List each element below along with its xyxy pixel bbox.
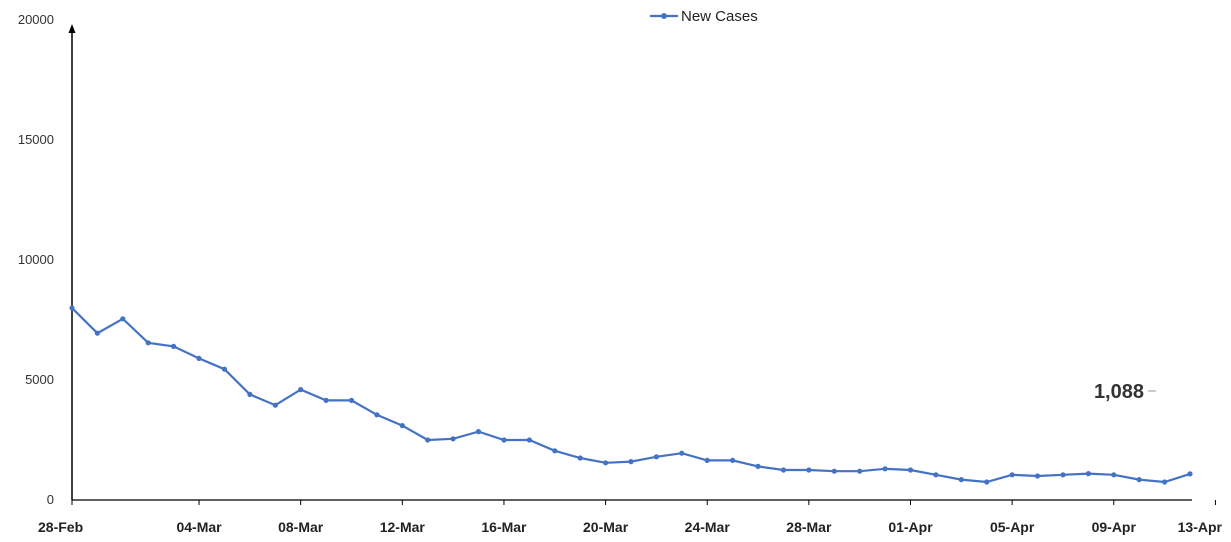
y-tick-label: 0 bbox=[47, 492, 54, 507]
x-tick-label: 05-Apr bbox=[990, 519, 1035, 535]
data-point bbox=[831, 468, 837, 474]
data-point bbox=[120, 316, 126, 322]
x-tick-label: 09-Apr bbox=[1092, 519, 1137, 535]
y-tick-label: 20000 bbox=[18, 12, 54, 27]
x-axis-ticks: 28-Feb 04-Mar 08-Mar 12-Mar 16-Mar 20-Mar 24-M… bbox=[38, 500, 1223, 535]
axes bbox=[68, 24, 1192, 501]
data-point bbox=[526, 437, 533, 443]
y-tick-label: 5000 bbox=[25, 372, 54, 387]
x-tick-label: 20-Mar bbox=[583, 519, 629, 535]
data-point bbox=[780, 467, 787, 473]
annotation: 1,088 bbox=[1094, 381, 1156, 403]
data-point bbox=[653, 454, 660, 460]
data-point bbox=[450, 436, 456, 442]
y-tick-label: 10000 bbox=[18, 252, 54, 267]
data-point bbox=[475, 429, 482, 435]
data-point bbox=[958, 477, 964, 483]
x-tick-label: 08-Mar bbox=[278, 519, 324, 535]
x-tick-label: 16-Mar bbox=[481, 519, 527, 535]
data-point bbox=[882, 466, 888, 472]
data-point bbox=[907, 467, 914, 473]
data-point bbox=[704, 457, 710, 463]
legend: New Cases bbox=[650, 8, 758, 25]
data-point bbox=[1111, 472, 1117, 478]
data-point bbox=[501, 437, 507, 443]
x-tick-label: 28-Feb bbox=[38, 519, 83, 535]
x-tick-label: 13-Apr bbox=[1178, 519, 1223, 535]
y-tick-label: 15000 bbox=[18, 132, 54, 147]
x-tick-label: 04-Mar bbox=[176, 519, 222, 535]
data-point bbox=[94, 330, 100, 336]
x-tick-label: 01-Apr bbox=[888, 519, 933, 535]
data-point bbox=[1060, 472, 1066, 478]
data-point bbox=[628, 459, 634, 465]
data-point bbox=[984, 479, 990, 485]
y-axis-ticks: 0 5000 10000 15000 20000 bbox=[18, 12, 54, 507]
data-point bbox=[145, 340, 151, 346]
data-point bbox=[1034, 473, 1041, 479]
data-point bbox=[1136, 477, 1142, 483]
data-point bbox=[933, 472, 939, 478]
data-point bbox=[425, 437, 431, 443]
x-tick-label: 12-Mar bbox=[380, 519, 426, 535]
data-point bbox=[603, 460, 609, 466]
data-point bbox=[348, 397, 355, 403]
data-point bbox=[247, 391, 253, 397]
data-point bbox=[272, 402, 278, 408]
x-tick-label: 28-Mar bbox=[786, 519, 832, 535]
data-point bbox=[1162, 479, 1168, 485]
data-point bbox=[69, 305, 75, 311]
series-points bbox=[69, 305, 1193, 485]
data-point bbox=[374, 412, 380, 418]
data-point bbox=[399, 423, 405, 429]
data-point bbox=[679, 450, 685, 456]
data-point bbox=[552, 448, 558, 454]
legend-swatch-marker bbox=[661, 13, 667, 19]
data-point bbox=[1009, 472, 1015, 478]
data-point bbox=[806, 467, 812, 473]
series-line-new-cases bbox=[71, 307, 1191, 484]
data-point bbox=[298, 387, 304, 393]
data-point bbox=[1187, 471, 1193, 477]
x-tick-label: 24-Mar bbox=[685, 519, 731, 535]
data-point bbox=[221, 366, 228, 372]
data-point bbox=[730, 457, 736, 463]
annotation-label: 1,088 bbox=[1094, 381, 1144, 403]
data-point bbox=[323, 397, 329, 403]
data-point bbox=[171, 343, 177, 349]
data-point bbox=[755, 463, 761, 469]
data-point bbox=[1085, 471, 1091, 477]
y-axis-arrow bbox=[68, 24, 76, 33]
data-point bbox=[857, 468, 863, 474]
data-point bbox=[196, 355, 202, 361]
legend-label-new-cases: New Cases bbox=[681, 8, 758, 25]
data-point bbox=[577, 455, 583, 461]
